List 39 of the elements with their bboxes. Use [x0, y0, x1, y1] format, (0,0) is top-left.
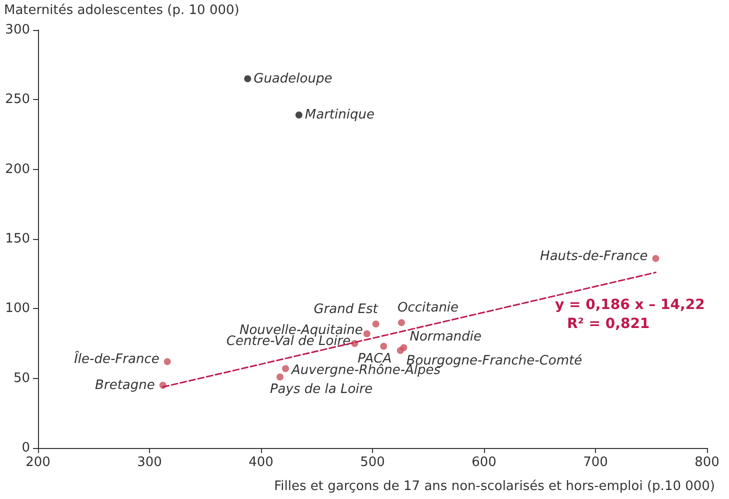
- x-tick-label: 800: [694, 455, 720, 470]
- y-tick-label: 50: [13, 370, 30, 386]
- point: [295, 111, 302, 118]
- annotation: Pays de la Loire: [270, 382, 373, 397]
- x-axis-title: Filles et garçons de 17 ans non-scolarisés et hors-emploi (p.10 000): [274, 479, 716, 494]
- x-tick-label: 600: [472, 455, 496, 470]
- annotation: R² = 0,821: [567, 316, 650, 332]
- x-tick-label: 400: [248, 455, 274, 470]
- y-tick-label: 0: [22, 440, 30, 456]
- annotation: Île-de-France: [74, 350, 160, 368]
- point: [380, 342, 388, 350]
- y-tick-label: 100: [5, 301, 30, 316]
- x-tick-label: 500: [360, 455, 385, 470]
- annotation: Bretagne: [95, 378, 155, 393]
- point: [282, 365, 290, 372]
- annotation: Occitanie: [397, 300, 459, 316]
- x-tick-label: 300: [137, 455, 162, 470]
- point: [398, 319, 405, 326]
- annotation: Normandie: [410, 330, 482, 345]
- y-tick-label: 150: [5, 232, 30, 246]
- point: [372, 320, 380, 328]
- annotation: y = 0,186 x – 14,22: [555, 297, 705, 313]
- annotation: Grand Est: [314, 302, 379, 317]
- point: [652, 255, 660, 262]
- y-tick-label: 200: [5, 162, 30, 177]
- y-tick-label: 250: [5, 92, 30, 108]
- annotation: Hauts-de-France: [540, 249, 648, 264]
- point: [396, 346, 404, 354]
- y-axis-title: Maternités adolescentes (p. 10 000): [4, 3, 240, 18]
- x-tick-label: 700: [583, 455, 608, 470]
- annotation: Guadeloupe: [254, 71, 332, 86]
- point: [244, 75, 252, 82]
- x-tick-label: 200: [26, 455, 50, 470]
- annotation: Martinique: [304, 107, 374, 122]
- point: [363, 330, 370, 338]
- point: [276, 373, 284, 380]
- point: [164, 358, 171, 366]
- annotation: Nouvelle-Aquitaine: [239, 323, 363, 338]
- y-tick-label: 300: [5, 22, 30, 38]
